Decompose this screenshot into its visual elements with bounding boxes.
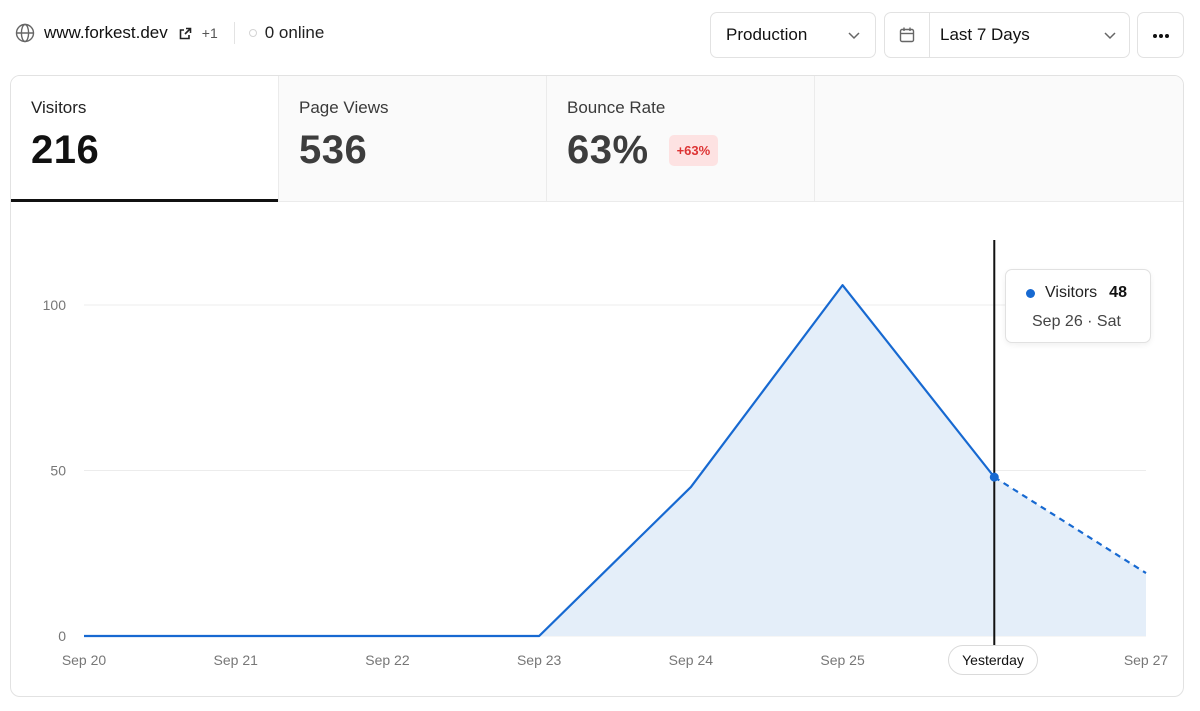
data-point	[989, 472, 999, 482]
tab-label: Visitors	[31, 98, 87, 117]
extra-domains-count[interactable]: +1	[201, 25, 218, 41]
divider	[233, 22, 235, 44]
x-tick-label: Sep 27	[1124, 652, 1169, 668]
x-tick-label: Sep 21	[214, 652, 259, 668]
y-tick-label: 50	[50, 463, 66, 479]
y-tick-label: 100	[43, 297, 67, 313]
metric-tabs: Visitors 216 Page Views 536 Bounce Rate …	[11, 76, 1183, 202]
tab-label: Page Views	[299, 98, 389, 117]
tab-value: 536	[299, 128, 368, 172]
series-line-projected	[993, 476, 1147, 575]
online-status-dot	[248, 29, 257, 37]
top-bar: www.forkest.dev +1 0 online Production	[0, 0, 1200, 70]
chevron-down-icon	[1103, 28, 1117, 42]
tab-value: 63%	[567, 128, 649, 172]
date-range-label: Last 7 Days	[940, 25, 1030, 44]
online-indicator: 0 online	[248, 23, 325, 43]
site-selector[interactable]: www.forkest.dev +1 0 online	[14, 20, 324, 46]
tab-bounce-rate[interactable]: Bounce Rate 63% +63%	[547, 76, 815, 201]
calendar-icon[interactable]	[885, 13, 930, 57]
tab-filler	[815, 76, 1183, 201]
site-name[interactable]: www.forkest.dev	[44, 23, 168, 42]
area-fill	[84, 285, 1146, 636]
x-tick-label: Sep 20	[62, 652, 107, 668]
chart-tooltip: Visitors 48 Sep 26 · Sat	[1005, 269, 1151, 343]
x-tick-label: Sep 22	[365, 652, 410, 668]
tooltip-date: Sep 26 · Sat	[1032, 313, 1121, 330]
tab-value: 216	[31, 128, 100, 172]
x-tick-label: Sep 23	[517, 652, 562, 668]
online-count: 0 online	[264, 23, 325, 42]
date-range-select[interactable]: Last 7 Days	[884, 12, 1130, 58]
tooltip-series: Visitors	[1045, 284, 1098, 301]
tab-page-views[interactable]: Page Views 536	[279, 76, 547, 201]
x-tick-label: Sep 25	[820, 652, 865, 668]
more-options-button[interactable]	[1137, 12, 1184, 58]
environment-label: Production	[726, 25, 808, 44]
series-dot	[1026, 288, 1035, 298]
x-tick-highlight: Yesterday	[948, 645, 1038, 675]
change-badge: +63%	[668, 135, 719, 166]
chevron-down-icon	[847, 28, 861, 42]
y-tick-label: 0	[58, 628, 66, 644]
tab-visitors[interactable]: Visitors 216	[11, 76, 279, 202]
x-tick-label: Sep 24	[669, 652, 714, 668]
tooltip-value: 48	[1109, 284, 1127, 301]
more-horizontal-icon	[1152, 26, 1170, 44]
series-line	[84, 284, 996, 638]
tab-label: Bounce Rate	[567, 98, 666, 117]
environment-select[interactable]: Production	[710, 12, 876, 58]
globe-icon	[14, 22, 36, 44]
external-link-icon[interactable]	[178, 26, 193, 41]
